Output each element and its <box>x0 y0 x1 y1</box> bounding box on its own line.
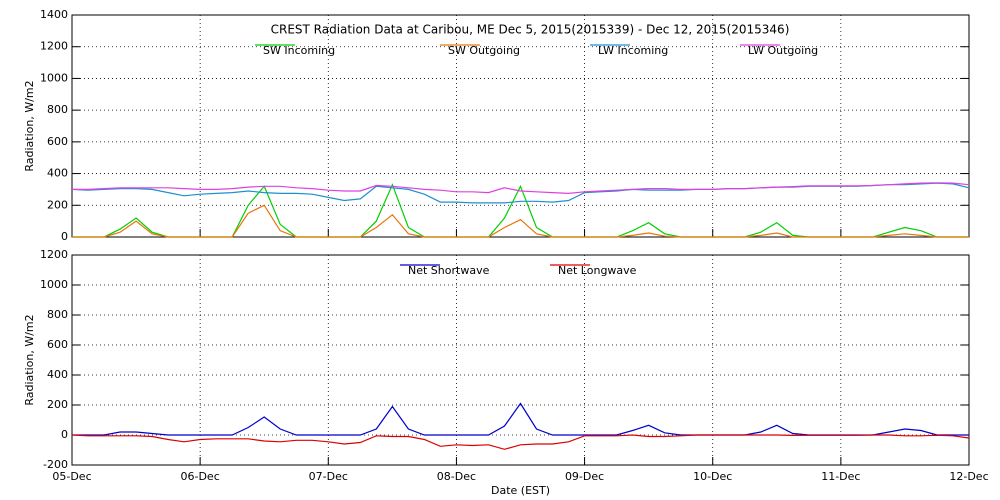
series-line <box>71 434 970 450</box>
y-tick-label: 800 <box>47 308 68 321</box>
series-line <box>72 204 969 238</box>
legend-label: LW Outgoing <box>748 44 818 57</box>
x-tick-label: 05-Dec <box>52 470 91 483</box>
y-tick-label: 200 <box>47 398 68 411</box>
y-tick-label: 1200 <box>40 40 68 53</box>
x-axis-label: Date (EST) <box>491 484 550 497</box>
legend-label: Net Shortwave <box>408 264 490 277</box>
y-tick-label: 600 <box>47 135 68 148</box>
series-line <box>72 183 969 238</box>
x-tick-label: 11-Dec <box>821 470 860 483</box>
y-tick-label: 200 <box>47 198 68 211</box>
legend-label: SW Outgoing <box>448 44 520 57</box>
y-axis-label: Radiation, W/m2 <box>23 80 36 171</box>
x-tick-label: 09-Dec <box>565 470 604 483</box>
y-tick-label: 1000 <box>40 278 68 291</box>
legend-label: LW Incoming <box>598 44 668 57</box>
series-line <box>72 402 969 436</box>
x-tick-label: 10-Dec <box>693 470 732 483</box>
y-tick-label: 1400 <box>40 8 68 21</box>
legend-label: Net Longwave <box>558 264 637 277</box>
y-tick-label: 1000 <box>40 71 68 84</box>
x-tick-label: 12-Dec <box>949 470 988 483</box>
y-tick-label: 0 <box>61 428 68 441</box>
plot-frame <box>71 254 970 466</box>
legend-label: SW Incoming <box>263 44 335 57</box>
x-tick-label: 08-Dec <box>437 470 476 483</box>
series-line <box>72 182 970 195</box>
x-tick-label: 06-Dec <box>181 470 220 483</box>
chart-title: CREST Radiation Data at Caribou, ME Dec … <box>271 23 790 37</box>
y-tick-label: 1200 <box>40 248 68 261</box>
y-tick-label: 400 <box>47 368 68 381</box>
y-axis-label: Radiation, W/m2 <box>23 314 36 405</box>
y-tick-label: -200 <box>43 458 68 471</box>
y-tick-label: 400 <box>47 167 68 180</box>
x-tick-label: 07-Dec <box>309 470 348 483</box>
y-tick-label: 0 <box>61 230 68 243</box>
y-tick-label: 600 <box>47 338 68 351</box>
y-tick-label: 800 <box>47 103 68 116</box>
plot-frame <box>71 14 970 238</box>
